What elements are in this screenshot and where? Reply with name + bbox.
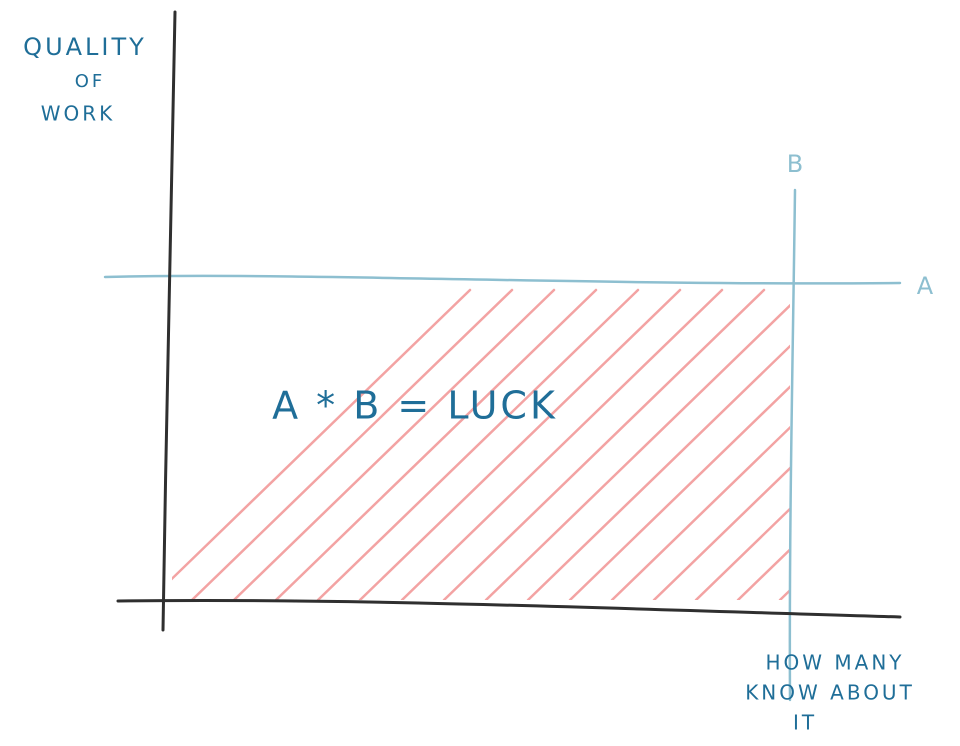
hatch-stroke xyxy=(652,288,790,600)
hatch-stroke xyxy=(484,288,790,600)
hatch-stroke xyxy=(232,288,556,600)
y-axis-label: QUALITY xyxy=(23,33,147,61)
y-axis-label: WORK xyxy=(41,102,116,126)
hatch-stroke xyxy=(442,288,766,600)
hatch-stroke xyxy=(906,290,960,600)
hatch-stroke xyxy=(948,290,960,600)
hatch-stroke xyxy=(274,288,598,600)
x-axis xyxy=(116,598,902,619)
hatch-stroke xyxy=(400,288,724,600)
y-axis xyxy=(161,10,177,632)
hatch-stroke xyxy=(778,288,790,600)
hatch-stroke xyxy=(358,288,682,600)
line-b-label: B xyxy=(787,150,803,178)
line-a xyxy=(103,274,902,285)
hatch-stroke xyxy=(190,288,514,600)
hatch-stroke xyxy=(610,288,790,600)
hatch-stroke xyxy=(526,288,790,600)
x-axis-label: HOW MANY xyxy=(765,651,904,675)
x-axis-label: IT xyxy=(793,711,817,735)
line-b xyxy=(788,188,797,702)
hatch-stroke xyxy=(694,288,790,600)
x-axis-label: KNOW ABOUT xyxy=(745,681,915,705)
hatch-stroke xyxy=(822,290,960,600)
hatch-stroke xyxy=(316,288,640,600)
hatch-stroke xyxy=(864,290,960,600)
hatch-stroke xyxy=(172,288,472,600)
luck-hatching xyxy=(172,288,960,600)
line-a-label: A xyxy=(917,272,934,300)
y-axis-label: OF xyxy=(75,71,106,92)
equation: A * B = LUCK xyxy=(272,384,558,428)
hatch-stroke xyxy=(568,288,790,600)
